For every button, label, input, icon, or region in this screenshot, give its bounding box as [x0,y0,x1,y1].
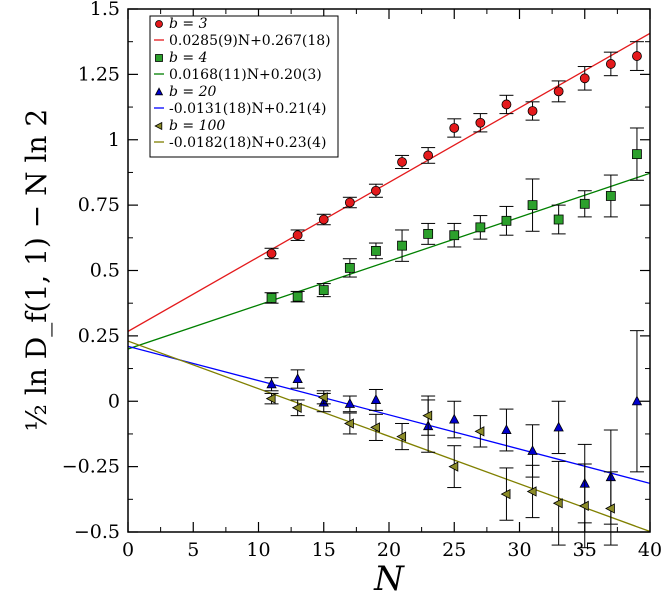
fit-line [128,32,650,332]
data-point [578,500,589,512]
data-point [344,398,356,408]
data-point [292,230,303,241]
data-point [605,59,616,69]
data-point [371,245,381,256]
y-tick-labels: −0.5 −0.25 0 0.25 0.5 0.75 1 1.25 1.5 [62,0,120,543]
axis-ticks [127,8,651,533]
data-point [553,421,564,432]
legend-fit-label: -0.0182(18)N+0.23(4) [169,135,326,151]
fit-line [128,172,650,350]
data-point [396,431,407,442]
data-point [318,214,329,225]
x-tick-label: 20 [377,539,401,561]
data-point [605,191,616,201]
data-point [579,198,590,209]
data-point [449,413,460,424]
x-tick-label: 5 [187,539,199,561]
data-point [370,394,382,404]
data-point [423,150,434,161]
data-point [344,418,354,429]
y-tick-label: 0.25 [78,325,120,347]
data-point [631,395,643,406]
legend-fit-label: 0.0285(9)N+0.267(18) [169,33,331,49]
y-tick-label: −0.25 [62,456,120,478]
x-tick-label: 10 [246,539,270,561]
y-axis-label: ½ ln D_f(1, 1) − N ln 2 [20,109,53,431]
data-point [552,498,563,509]
data-point [527,200,538,211]
legend-series-label: b = 4 [169,50,208,66]
data-points [264,41,644,549]
data-point [527,106,538,116]
legend-series-label: b = 3 [169,16,208,32]
fit-line [128,340,650,532]
legend-series-label: b = 100 [169,118,225,134]
data-point [474,426,485,437]
data-point [265,393,276,404]
data-point [422,410,433,421]
y-tick-label: 1.5 [90,0,120,20]
data-point [501,215,512,226]
y-tick-label: 0.5 [90,260,120,282]
data-point [579,73,590,84]
data-point [318,285,329,296]
data-point [605,503,615,514]
data-point [397,240,407,251]
data-point [423,228,434,239]
data-point [266,248,277,259]
y-tick-label: 1 [108,129,120,151]
data-point [632,149,642,160]
x-tick-label: 35 [573,539,597,561]
data-point [266,378,277,389]
data-point [500,488,511,500]
data-point [370,422,380,433]
legend-marker [155,20,163,28]
x-tick-labels: 0 5 10 15 20 25 30 35 40 [122,539,662,561]
x-tick-label: 40 [638,539,662,561]
data-point [449,123,460,133]
legend: b = 30.0285(9)N+0.267(18)b = 40.0168(11)… [149,15,339,158]
data-point [344,197,355,208]
legend-fit-label: -0.0131(18)N+0.21(4) [169,101,326,117]
x-tick-label: 25 [442,539,466,561]
data-point [501,99,512,110]
fit-lines [128,32,650,532]
data-point [448,461,459,472]
x-tick-label: 30 [507,539,531,561]
y-tick-label: 0 [108,390,120,412]
data-point [632,51,642,61]
data-point [291,402,302,413]
legend-series-label: b = 20 [169,84,217,100]
legend-marker [154,87,164,96]
legend-marker [155,54,163,62]
data-point [292,291,303,302]
legend-fit-label: 0.0168(11)N+0.20(3) [169,67,322,83]
x-tick-label: 15 [312,539,336,561]
data-point [449,230,460,241]
data-point [501,424,512,435]
data-point [526,486,537,497]
data-point [371,185,381,196]
data-point [527,445,538,455]
data-point [397,157,407,167]
data-point [475,117,486,128]
data-point [317,392,328,403]
fit-line [128,345,650,484]
y-tick-label: 1.25 [78,63,120,85]
y-tick-label: −0.5 [74,521,120,543]
data-point [344,262,355,273]
x-axis-label: N [373,559,405,599]
y-tick-label: 0.75 [78,194,120,216]
data-point [553,86,564,97]
data-point [266,293,277,303]
legend-box [149,15,339,158]
data-point [553,214,564,225]
legend-marker [154,121,163,131]
data-point [292,373,303,384]
data-point [475,222,486,233]
x-tick-label: 0 [122,539,134,561]
